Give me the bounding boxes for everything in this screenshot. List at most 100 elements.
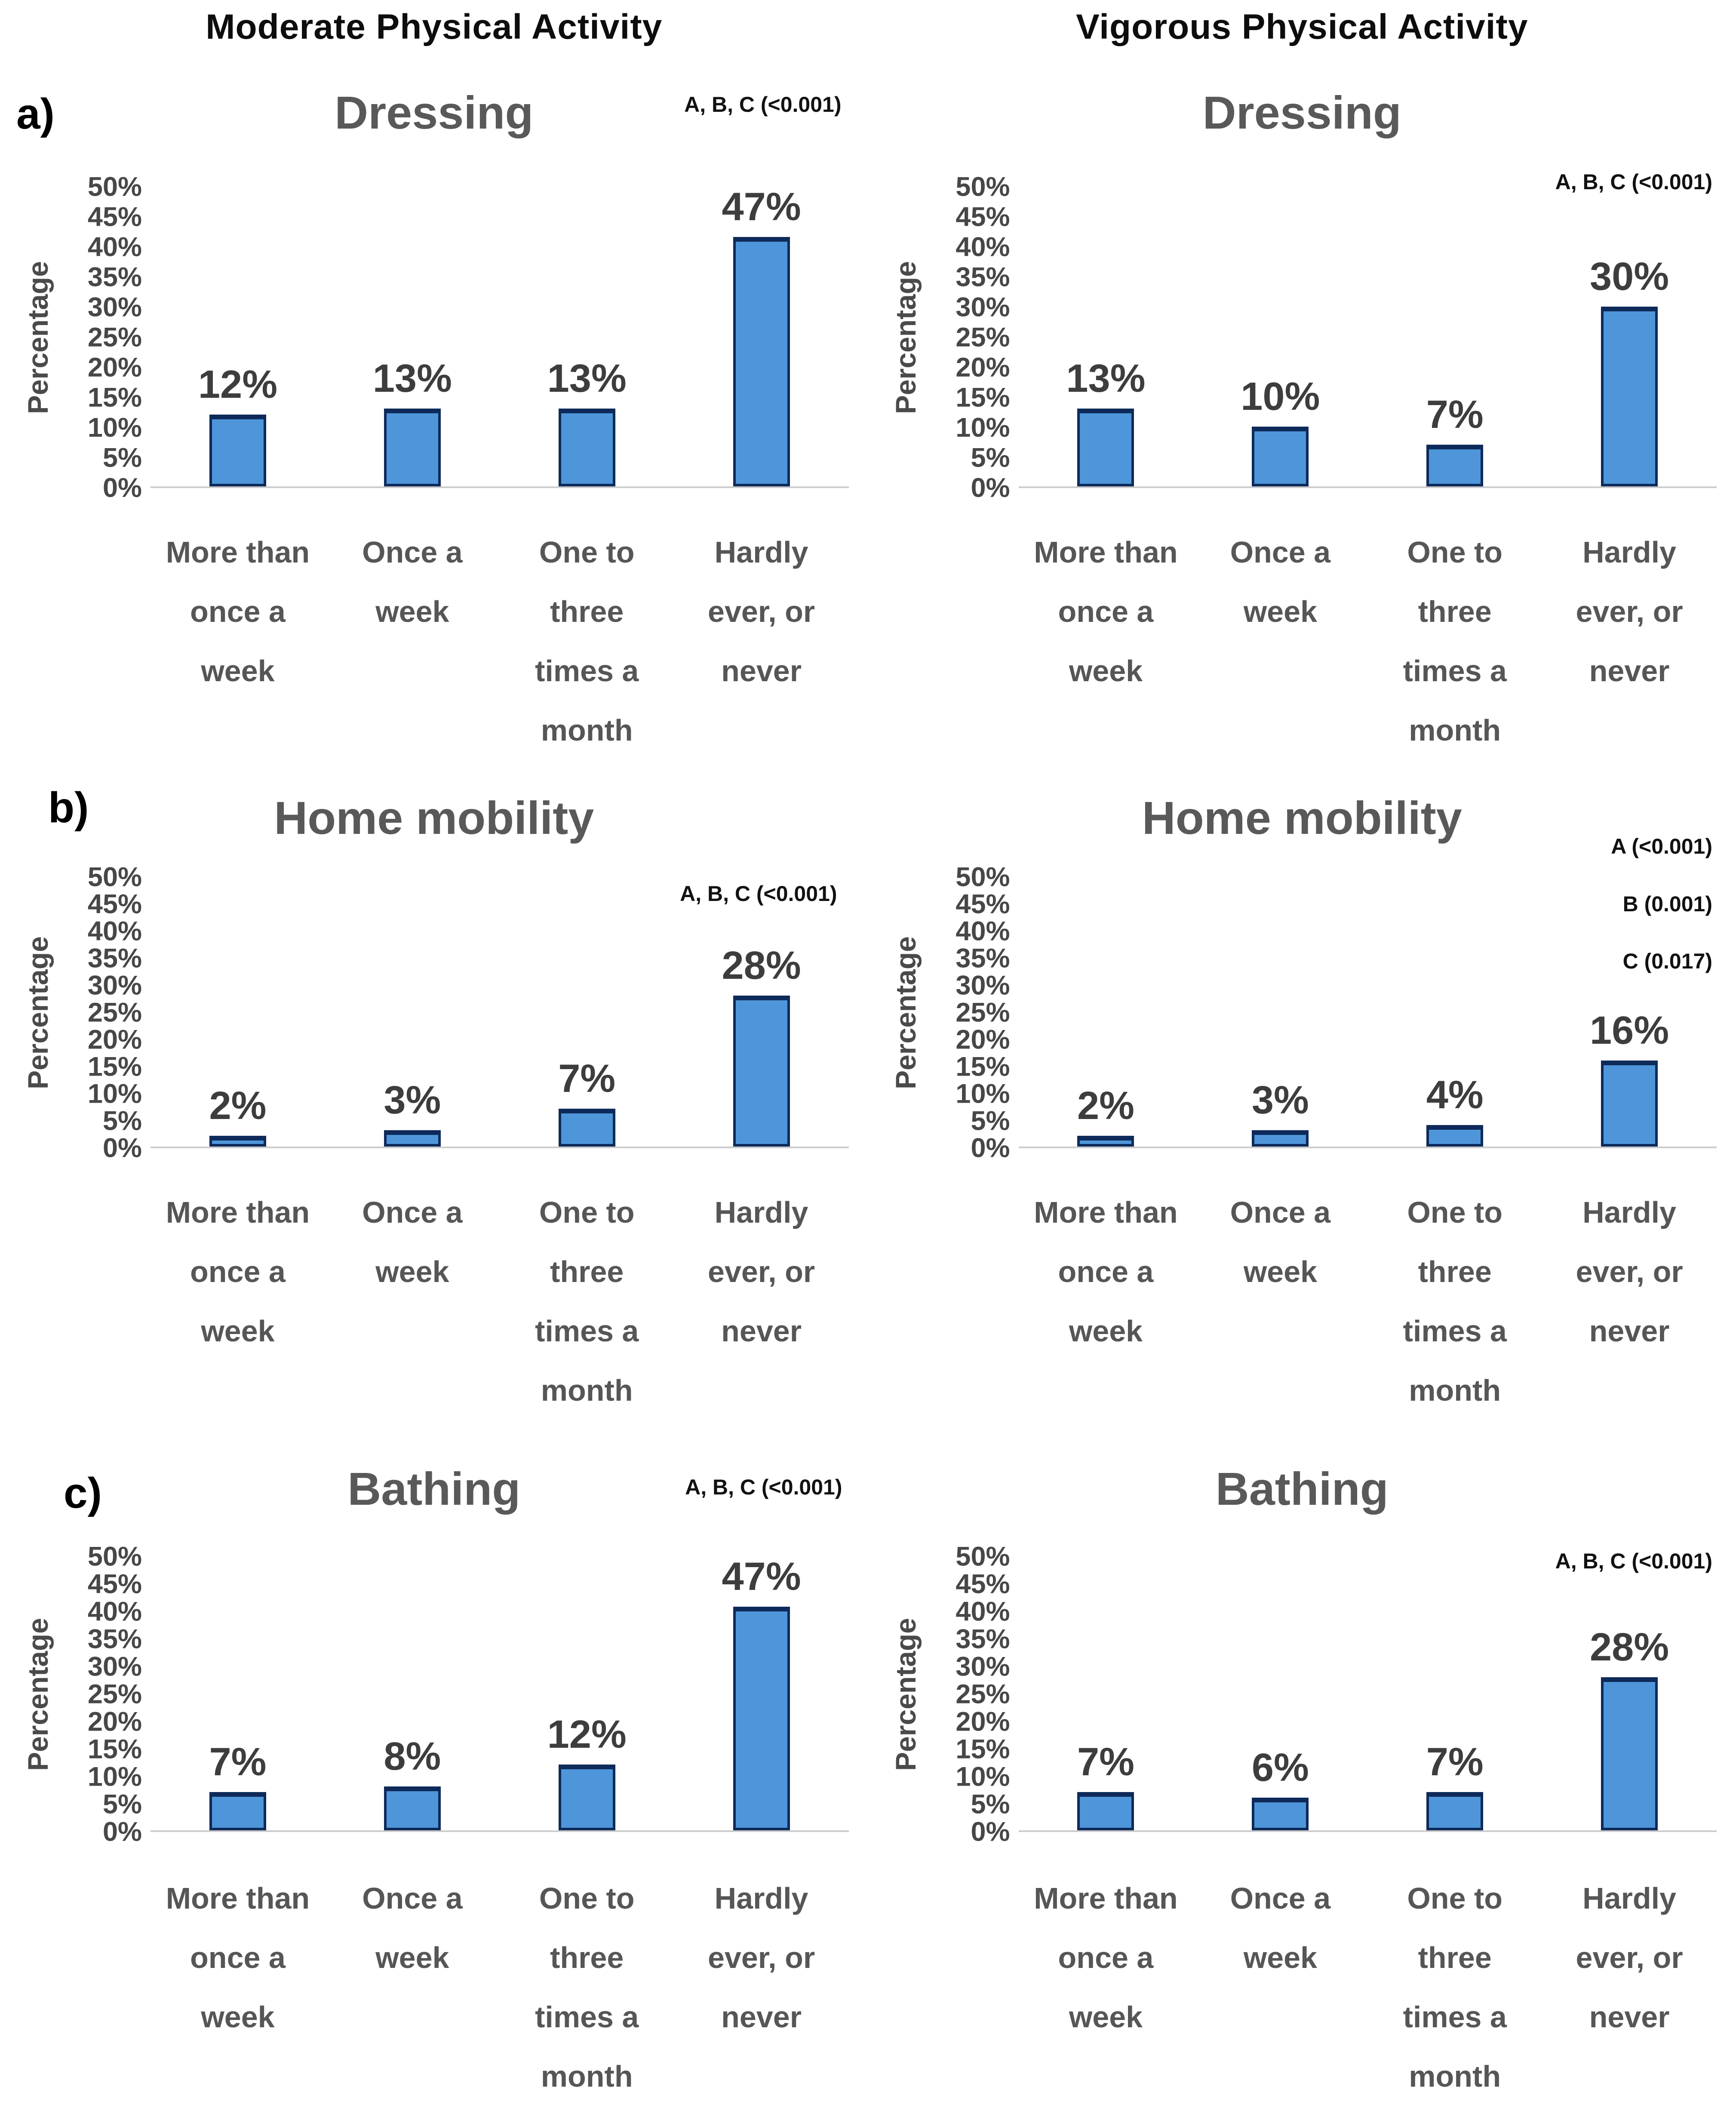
bar: [733, 1607, 790, 1830]
chart-dressing-vigorous: Dressing A, B, C (<0.001) Percentage 50%…: [868, 52, 1736, 731]
y-tick: 20%: [956, 1709, 1010, 1736]
data-label: 12%: [547, 1715, 627, 1754]
y-tick: 35%: [956, 1626, 1010, 1653]
data-label: 13%: [547, 359, 627, 398]
y-tick: 25%: [88, 324, 142, 351]
y-axis-ticks: 50% 45% 40% 35% 30% 25% 20% 15% 10% 5% 0…: [924, 1557, 1019, 1832]
y-axis-ticks: 50% 45% 40% 35% 30% 25% 20% 15% 10% 5% 0…: [56, 187, 151, 488]
y-tick: 15%: [956, 384, 1010, 412]
y-tick: 30%: [956, 294, 1010, 321]
annotation-line: A, B, C (<0.001): [685, 1475, 842, 1500]
bar: [384, 1786, 441, 1830]
bar: [209, 415, 266, 486]
bar: [1426, 1125, 1483, 1147]
data-label: 2%: [1077, 1086, 1134, 1125]
y-tick: 35%: [88, 945, 142, 972]
chart-home-mobility-vigorous: Home mobility A (<0.001) B (0.001) C (0.…: [868, 731, 1736, 1389]
plot-area: 2% 3% 7% 28%: [151, 877, 849, 1148]
y-tick: 20%: [88, 1709, 142, 1736]
bar: [559, 1765, 615, 1830]
data-label: 7%: [1426, 395, 1484, 434]
data-label: 13%: [1066, 359, 1145, 398]
y-tick: 25%: [956, 324, 1010, 351]
y-tick: 20%: [88, 1027, 142, 1054]
bar: [209, 1136, 266, 1147]
data-label: 3%: [1252, 1080, 1309, 1120]
y-tick: 50%: [88, 174, 142, 201]
x-tick-label: One to three times a month: [1367, 1183, 1542, 1420]
bar: [733, 237, 790, 486]
plot-area: 7% 6% 7% 28%: [1019, 1557, 1717, 1832]
y-tick: 10%: [88, 415, 142, 442]
x-axis-labels: More than once a week Once a week One to…: [151, 1869, 849, 2106]
plot-area: 13% 10% 7% 30%: [1019, 187, 1717, 488]
data-label: 7%: [1426, 1742, 1484, 1782]
x-tick-label: Hardly ever, or never: [674, 1183, 849, 1420]
x-tick-label: One to three times a month: [500, 1869, 674, 2106]
chart-title: Bathing: [868, 1464, 1736, 1513]
x-tick-label: Hardly ever, or never: [1542, 523, 1717, 760]
annotation-line: A, B, C (<0.001): [684, 92, 841, 117]
y-tick: 0%: [103, 1819, 142, 1846]
y-tick: 40%: [956, 918, 1010, 945]
data-label: 6%: [1252, 1748, 1309, 1787]
column-headers: Moderate Physical Activity Vigorous Phys…: [0, 0, 1736, 52]
bar: [1252, 1130, 1309, 1147]
figure-page: Moderate Physical Activity Vigorous Phys…: [0, 0, 1736, 2036]
x-tick-label: More than once a week: [151, 523, 325, 760]
y-tick: 45%: [88, 891, 142, 918]
y-tick: 20%: [88, 354, 142, 381]
y-tick: 45%: [88, 204, 142, 231]
chart-title: Home mobility: [0, 793, 868, 842]
y-axis-title: Percentage: [19, 187, 56, 488]
data-label: 47%: [722, 1557, 801, 1596]
x-tick-label: More than once a week: [1019, 1869, 1193, 2106]
bar: [1077, 1136, 1134, 1147]
data-label: 2%: [209, 1086, 266, 1125]
x-tick-label: Hardly ever, or never: [1542, 1183, 1717, 1420]
y-tick: 15%: [88, 1054, 142, 1081]
y-axis-title: Percentage: [888, 1557, 924, 1832]
y-tick: 0%: [103, 1135, 142, 1162]
y-tick: 15%: [956, 1736, 1010, 1763]
chart-title: Home mobility: [868, 793, 1736, 842]
bar: [1426, 1792, 1483, 1830]
bar: [559, 1109, 615, 1147]
x-tick-label: Once a week: [1193, 523, 1367, 760]
y-tick: 25%: [956, 1681, 1010, 1708]
x-axis-labels: More than once a week Once a week One to…: [1019, 1869, 1717, 2106]
chart-bathing-vigorous: Bathing A, B, C (<0.001) Percentage 50% …: [868, 1389, 1736, 2036]
y-axis-ticks: 50% 45% 40% 35% 30% 25% 20% 15% 10% 5% 0…: [56, 877, 151, 1148]
x-tick-label: Once a week: [325, 1183, 500, 1420]
y-tick: 10%: [88, 1764, 142, 1791]
bar: [1601, 307, 1658, 486]
chart-title: Dressing: [868, 88, 1736, 137]
x-axis-labels: More than once a week Once a week One to…: [1019, 1183, 1717, 1420]
data-label: 28%: [722, 946, 801, 985]
x-tick-label: One to three times a month: [1367, 523, 1542, 760]
data-label: 8%: [384, 1737, 441, 1776]
y-tick: 40%: [88, 1599, 142, 1626]
data-label: 12%: [198, 365, 277, 404]
x-tick-label: One to three times a month: [500, 523, 674, 760]
significance-annotation: A, B, C (<0.001): [685, 1475, 842, 1500]
y-axis-ticks: 50% 45% 40% 35% 30% 25% 20% 15% 10% 5% 0…: [924, 187, 1019, 488]
y-tick: 50%: [956, 174, 1010, 201]
y-axis-ticks: 50% 45% 40% 35% 30% 25% 20% 15% 10% 5% 0…: [56, 1557, 151, 1832]
y-tick: 45%: [956, 204, 1010, 231]
y-tick: 30%: [956, 1654, 1010, 1681]
bar: [209, 1792, 266, 1830]
chart-dressing-moderate: a) Dressing A, B, C (<0.001) Percentage …: [0, 52, 868, 731]
y-tick: 30%: [88, 972, 142, 999]
x-tick-label: Once a week: [1193, 1183, 1367, 1420]
x-tick-label: Once a week: [325, 1869, 500, 2106]
y-tick: 35%: [88, 1626, 142, 1653]
x-tick-label: Hardly ever, or never: [1542, 1869, 1717, 2106]
y-tick: 5%: [971, 1108, 1010, 1135]
y-axis-title: Percentage: [19, 1557, 56, 1832]
column-header-vigorous: Vigorous Physical Activity: [868, 0, 1736, 52]
x-tick-label: One to three times a month: [500, 1183, 674, 1420]
x-tick-label: One to three times a month: [1367, 1869, 1542, 2106]
y-tick: 5%: [103, 1791, 142, 1818]
y-tick: 40%: [88, 234, 142, 261]
